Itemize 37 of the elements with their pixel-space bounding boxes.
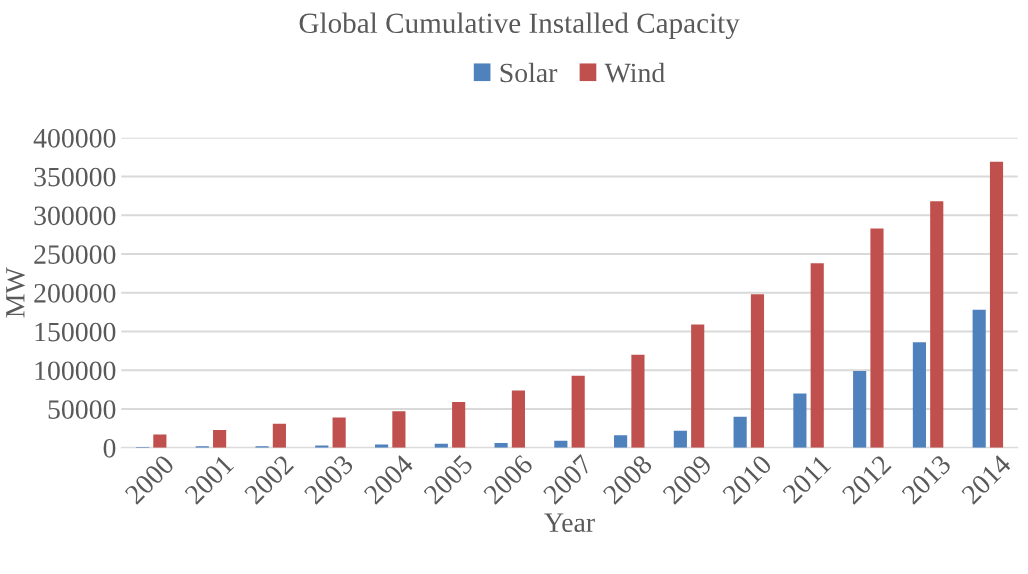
bar (153, 434, 167, 448)
chart-title: Global Cumulative Installed Capacity (299, 12, 740, 40)
x-tick-label: 2011 (781, 454, 832, 505)
bar (631, 354, 645, 448)
bar (793, 393, 807, 448)
bar (673, 430, 687, 448)
bar (912, 342, 926, 448)
bar (733, 416, 747, 448)
bar (571, 375, 585, 448)
y-tick-label: 0 (103, 438, 116, 458)
bar (972, 309, 986, 448)
x-axis-title: Year (544, 513, 595, 532)
legend-label: Solar (500, 62, 558, 83)
y-tick-label: 50000 (48, 400, 116, 419)
bar (750, 294, 765, 448)
bar (853, 371, 867, 448)
bar (272, 423, 286, 448)
bar (989, 161, 1004, 448)
bar (511, 390, 525, 448)
bar (392, 411, 406, 448)
bar (870, 228, 884, 448)
bar (332, 417, 346, 448)
y-tick-label: 200000 (34, 283, 116, 303)
y-tick-label: 400000 (33, 128, 116, 148)
bar (930, 201, 944, 448)
bar (810, 263, 824, 448)
y-axis-title: MW (6, 267, 25, 318)
y-tick-label: 350000 (34, 167, 116, 187)
y-tick-label: 300000 (34, 206, 116, 226)
y-tick-label: 150000 (35, 322, 116, 342)
bar (213, 429, 227, 448)
bar (691, 324, 705, 448)
y-tick-label: 250000 (34, 245, 116, 264)
y-tick-label: 100000 (35, 361, 116, 381)
bar (614, 435, 628, 448)
bar (452, 402, 466, 448)
legend-label: Wind (604, 62, 665, 83)
